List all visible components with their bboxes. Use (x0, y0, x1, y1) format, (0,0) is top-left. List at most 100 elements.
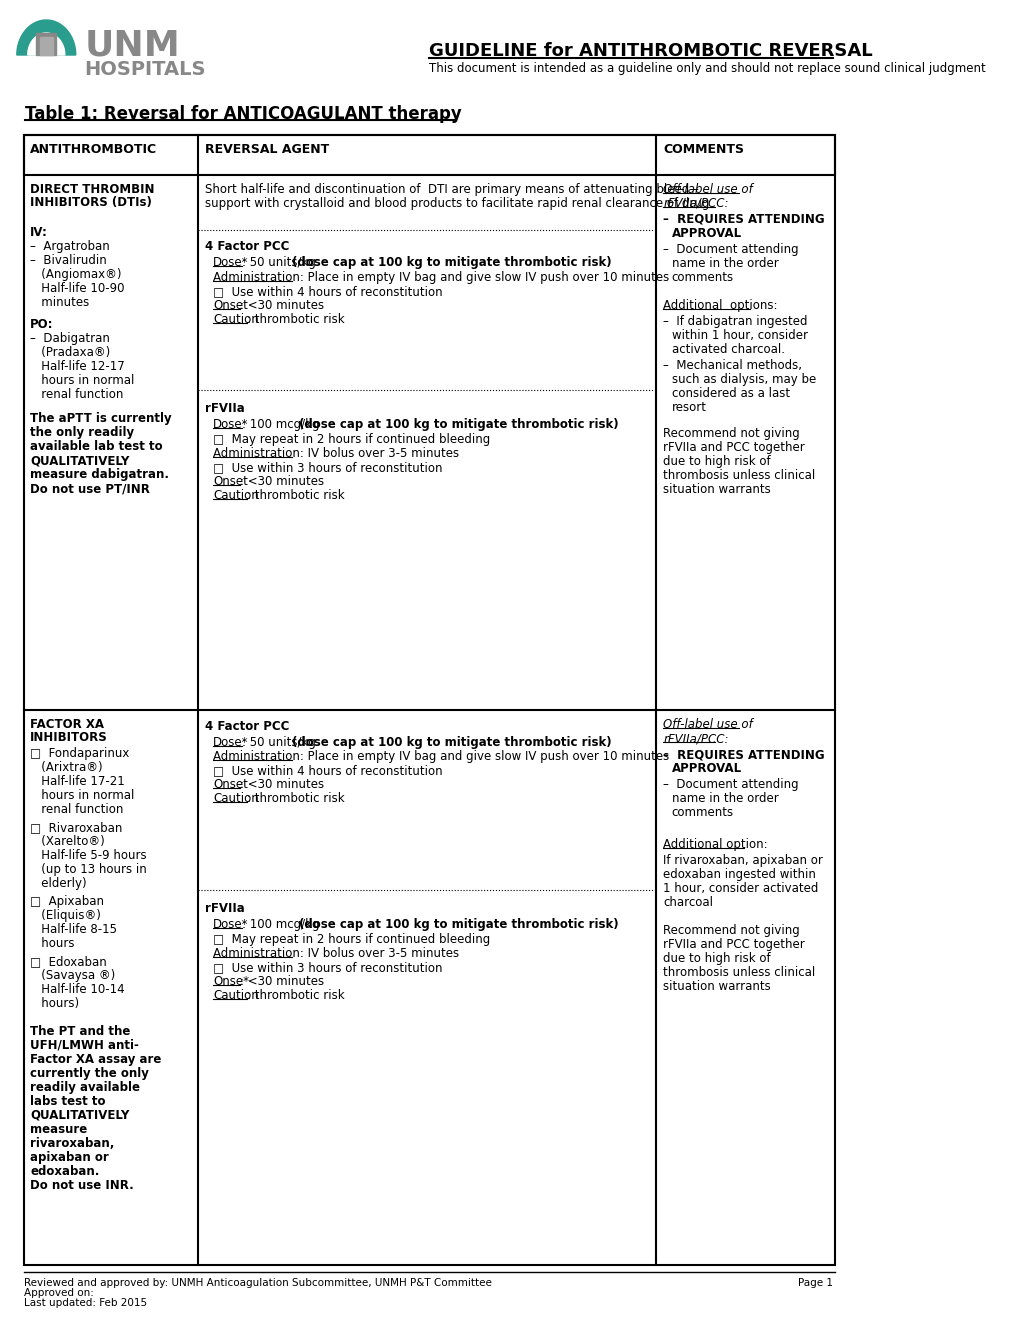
Text: (Eliquis®): (Eliquis®) (31, 909, 101, 921)
Text: Administration: Place in empty IV bag and give slow IV push over 10 minutes: Administration: Place in empty IV bag an… (213, 271, 668, 284)
Text: Recommend not giving: Recommend not giving (662, 426, 799, 440)
Text: □  Fondaparinux: □ Fondaparinux (31, 747, 129, 760)
Text: currently the only: currently the only (31, 1067, 149, 1080)
Text: renal function: renal function (31, 388, 123, 401)
Text: : 50 units/kg: : 50 units/kg (242, 256, 319, 269)
Text: Additional  options:: Additional options: (662, 300, 776, 312)
Text: Administration: IV bolus over 3-5 minutes: Administration: IV bolus over 3-5 minute… (213, 946, 459, 960)
Polygon shape (17, 20, 75, 55)
Text: : 100 mcg/kg: : 100 mcg/kg (242, 917, 323, 931)
Text: (dose cap at 100 kg to mitigate thrombotic risk): (dose cap at 100 kg to mitigate thrombot… (299, 418, 619, 432)
Text: DIRECT THROMBIN: DIRECT THROMBIN (31, 183, 155, 195)
Text: If rivaroxaban, apixaban or: If rivaroxaban, apixaban or (662, 854, 822, 867)
Text: 1 hour, consider activated: 1 hour, consider activated (662, 882, 817, 895)
Text: □  Use within 3 hours of reconstitution: □ Use within 3 hours of reconstitution (213, 461, 442, 474)
Text: : 50 units/kg: : 50 units/kg (242, 737, 319, 748)
Text: □  Use within 4 hours of reconstitution: □ Use within 4 hours of reconstitution (213, 764, 442, 777)
Text: FACTOR XA: FACTOR XA (31, 718, 104, 731)
Text: Do not use INR.: Do not use INR. (31, 1179, 133, 1192)
Text: Half-life 10-14: Half-life 10-14 (31, 983, 124, 997)
Text: Half-life 10-90: Half-life 10-90 (31, 282, 124, 294)
Text: : <30 minutes: : <30 minutes (239, 300, 324, 312)
Text: considered as a last: considered as a last (671, 387, 789, 400)
Text: Off-label use of: Off-label use of (662, 718, 752, 731)
Text: Do not use PT/INR: Do not use PT/INR (31, 482, 150, 495)
Text: UFH/LMWH anti-: UFH/LMWH anti- (31, 1039, 139, 1052)
Text: rFVIIa/PCC:: rFVIIa/PCC: (662, 733, 728, 744)
Text: Administration: Place in empty IV bag and give slow IV push over 10 minutes: Administration: Place in empty IV bag an… (213, 750, 668, 763)
Text: –  Argatroban: – Argatroban (31, 240, 110, 253)
Text: renal function: renal function (31, 803, 123, 816)
Text: Dose*: Dose* (213, 737, 249, 748)
Text: Administration: IV bolus over 3-5 minutes: Administration: IV bolus over 3-5 minute… (213, 447, 459, 459)
Text: QUALITATIVELY: QUALITATIVELY (31, 454, 129, 467)
Text: thrombosis unless clinical: thrombosis unless clinical (662, 469, 814, 482)
Text: Factor XA assay are: Factor XA assay are (31, 1053, 162, 1067)
Text: rivaroxaban,: rivaroxaban, (31, 1137, 114, 1150)
Text: hours in normal: hours in normal (31, 789, 135, 803)
Text: (Xarelto®): (Xarelto®) (31, 836, 105, 847)
Text: comments: comments (671, 807, 733, 818)
Text: labs test to: labs test to (31, 1096, 106, 1107)
Text: hours: hours (31, 937, 74, 950)
Text: Caution: Caution (213, 792, 259, 805)
Text: situation warrants: situation warrants (662, 483, 770, 496)
Text: Dose*: Dose* (213, 256, 249, 269)
Text: Onset: Onset (213, 475, 248, 488)
Text: hours in normal: hours in normal (31, 374, 135, 387)
Text: 4 Factor PCC: 4 Factor PCC (205, 719, 288, 733)
Text: readily available: readily available (31, 1081, 141, 1094)
Text: –  Document attending: – Document attending (662, 243, 798, 256)
Text: measure dabigatran.: measure dabigatran. (31, 469, 169, 480)
Text: □  Use within 4 hours of reconstitution: □ Use within 4 hours of reconstitution (213, 285, 442, 298)
Text: Approved on:: Approved on: (23, 1288, 94, 1298)
Text: (Arixtra®): (Arixtra®) (31, 762, 103, 774)
Text: rFVIIa/PCC:: rFVIIa/PCC: (662, 197, 728, 210)
Text: Dose*: Dose* (213, 418, 249, 432)
Text: UNM: UNM (85, 28, 179, 62)
Text: rFVIIa and PCC together: rFVIIa and PCC together (662, 939, 804, 950)
Text: Onse*: Onse* (213, 975, 249, 987)
Bar (23, 135, 835, 176)
Text: (Angiomax®): (Angiomax®) (31, 268, 121, 281)
Text: INHIBITORS: INHIBITORS (31, 731, 108, 744)
Text: –  Bivalirudin: – Bivalirudin (31, 253, 107, 267)
Text: –  REQUIRES ATTENDING: – REQUIRES ATTENDING (662, 213, 824, 226)
Text: QUALITATIVELY: QUALITATIVELY (31, 1109, 129, 1122)
Text: Onset: Onset (213, 300, 248, 312)
Text: edoxaban ingested within: edoxaban ingested within (662, 869, 815, 880)
Text: (up to 13 hours in: (up to 13 hours in (31, 863, 147, 876)
Text: The PT and the: The PT and the (31, 1026, 130, 1038)
Text: Page 1: Page 1 (798, 1278, 833, 1288)
Text: –  Mechanical methods,: – Mechanical methods, (662, 359, 801, 372)
Text: hours): hours) (31, 997, 79, 1010)
Text: support with crystalloid and blood products to facilitate rapid renal clearance : support with crystalloid and blood produ… (205, 197, 708, 210)
Text: : <30 minutes: : <30 minutes (239, 975, 324, 987)
Text: Half-life 17-21: Half-life 17-21 (31, 775, 125, 788)
Text: □  May repeat in 2 hours if continued bleeding: □ May repeat in 2 hours if continued ble… (213, 933, 490, 946)
Text: This document is intended as a guideline only and should not replace sound clini: This document is intended as a guideline… (429, 62, 985, 75)
Text: □  Use within 3 hours of reconstitution: □ Use within 3 hours of reconstitution (213, 961, 442, 974)
Text: Recommend not giving: Recommend not giving (662, 924, 799, 937)
Bar (36, 33, 56, 55)
Text: –  REQUIRES ATTENDING: – REQUIRES ATTENDING (662, 748, 824, 762)
Text: □  Apixaban: □ Apixaban (31, 895, 104, 908)
Polygon shape (28, 33, 65, 55)
Text: □  Edoxaban: □ Edoxaban (31, 954, 107, 968)
Text: : thrombotic risk: : thrombotic risk (247, 792, 344, 805)
Text: (Savaysa ®): (Savaysa ®) (31, 969, 115, 982)
Text: Caution: Caution (213, 313, 259, 326)
Text: HOSPITALS: HOSPITALS (85, 59, 206, 79)
Text: ANTITHROMBOTIC: ANTITHROMBOTIC (31, 143, 157, 156)
Text: Onset: Onset (213, 777, 248, 791)
Text: (Pradaxa®): (Pradaxa®) (31, 346, 110, 359)
Text: minutes: minutes (31, 296, 90, 309)
Text: available lab test to: available lab test to (31, 440, 163, 453)
Text: due to high risk of: due to high risk of (662, 455, 770, 469)
Text: REVERSAL AGENT: REVERSAL AGENT (205, 143, 329, 156)
Text: the only readily: the only readily (31, 426, 135, 440)
Text: Additional option:: Additional option: (662, 838, 767, 851)
Text: □  Rivaroxaban: □ Rivaroxaban (31, 821, 122, 834)
Bar (40, 37, 53, 55)
Text: (dose cap at 100 kg to mitigate thrombotic risk): (dose cap at 100 kg to mitigate thrombot… (299, 917, 619, 931)
